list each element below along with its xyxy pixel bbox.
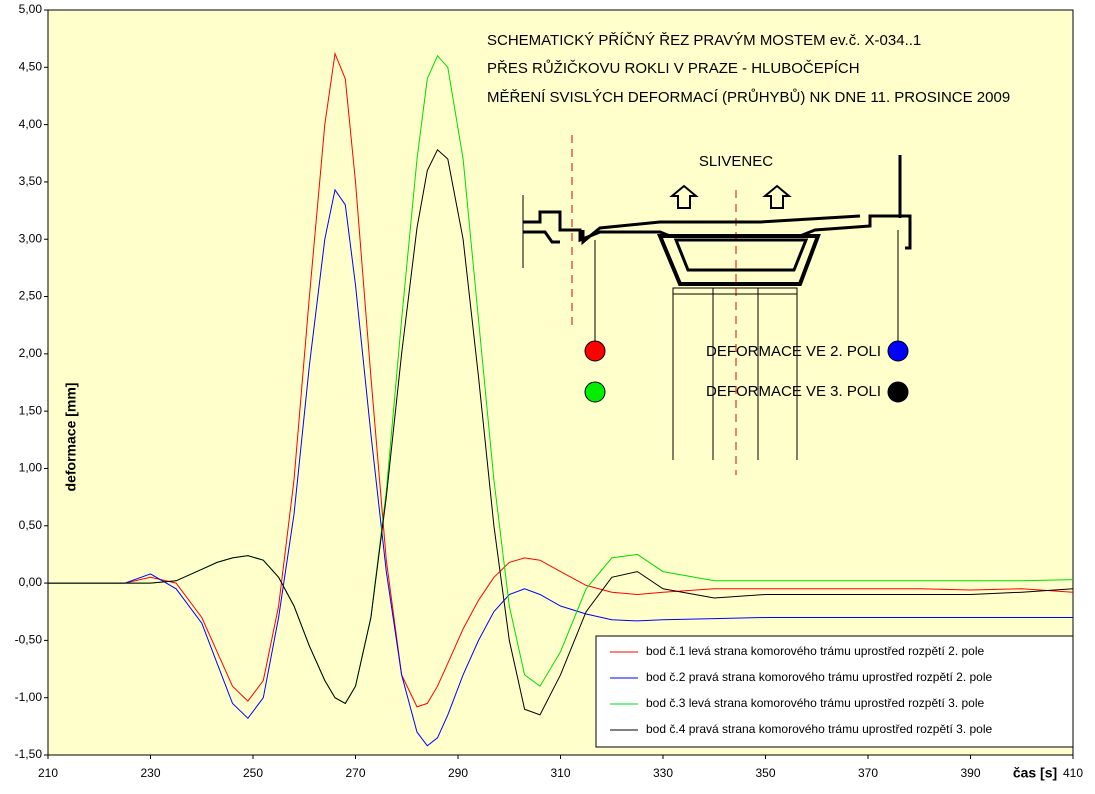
y-axis-title: deformace [mm] — [63, 383, 79, 492]
y-tick-label: 1,00 — [19, 461, 43, 475]
x-tick-label: 270 — [345, 766, 365, 780]
x-tick-label: 250 — [243, 766, 263, 780]
y-tick-label: 4,50 — [19, 59, 43, 73]
title-line: MĚŘENÍ SVISLÝCH DEFORMACÍ (PRŮHYBŮ) NK D… — [487, 88, 1010, 106]
annotation: DEFORMACE VE 3. POLI — [706, 383, 881, 400]
x-tick-label: 310 — [550, 766, 570, 780]
y-tick-label: 3,50 — [19, 174, 43, 188]
x-axis-title: čas [s] — [1013, 765, 1057, 781]
x-tick-label: 410 — [1063, 766, 1083, 780]
legend-label: bod č.2 pravá strana komorového trámu up… — [646, 670, 993, 684]
title-line: PŘES RŮŽIČKOVU ROKLI V PRAZE - HLUBOČEPÍ… — [487, 59, 860, 77]
y-tick-label: 0,00 — [19, 575, 43, 589]
title-line: SCHEMATICKÝ PŘÍČNÝ ŘEZ PRAVÝM MOSTEM ev.… — [487, 32, 921, 49]
x-tick-label: 230 — [140, 766, 160, 780]
y-tick-label: -1,00 — [15, 690, 43, 704]
series-line — [48, 51, 1074, 708]
y-tick-label: 1,50 — [19, 403, 43, 417]
x-tick-label: 210 — [38, 766, 58, 780]
legend-label: bod č.1 levá strana komorového trámu upr… — [646, 644, 985, 658]
y-tick-label: 3,00 — [19, 231, 43, 245]
y-tick-label: -1,50 — [15, 747, 43, 761]
annotation: DEFORMACE VE 2. POLI — [706, 343, 881, 360]
legend-label: bod č.4 pravá strana komorového trámu up… — [646, 722, 993, 736]
legend-box — [595, 635, 1074, 748]
series-line — [48, 148, 1074, 716]
x-tick-label: 350 — [755, 766, 775, 780]
y-tick-label: 4,00 — [19, 117, 43, 131]
x-tick-label: 390 — [960, 766, 980, 780]
x-tick-label: 330 — [653, 766, 673, 780]
legend-label: bod č.3 levá strana komorového trámu upr… — [646, 696, 985, 710]
y-tick-label: 0,50 — [19, 518, 43, 532]
x-tick-label: 370 — [858, 766, 878, 780]
x-tick-label: 290 — [448, 766, 468, 780]
y-tick-label: 2,50 — [19, 289, 43, 303]
bridge-diagram — [522, 135, 912, 475]
y-tick-label: 2,00 — [19, 346, 43, 360]
y-tick-label: -0,50 — [15, 633, 43, 647]
y-tick-label: 5,00 — [19, 2, 43, 16]
annotation: SLIVENEC — [699, 153, 773, 170]
series-line — [48, 188, 1073, 747]
